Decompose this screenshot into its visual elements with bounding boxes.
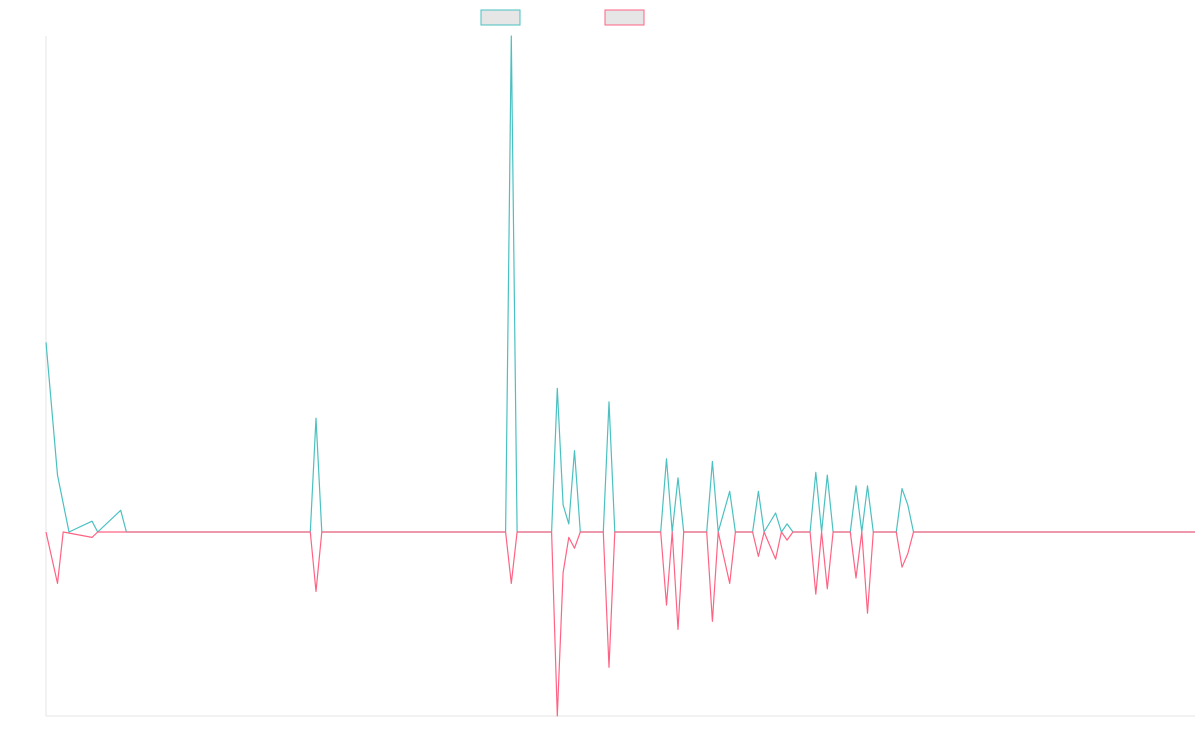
legend-swatch-positive[interactable] xyxy=(480,9,521,26)
series-line-negative xyxy=(45,531,1195,717)
axes xyxy=(45,36,1195,717)
legend-swatch-negative[interactable] xyxy=(604,9,645,26)
legend[interactable] xyxy=(480,9,645,26)
series-layer xyxy=(45,35,1195,717)
series-line-positive xyxy=(45,35,1195,533)
